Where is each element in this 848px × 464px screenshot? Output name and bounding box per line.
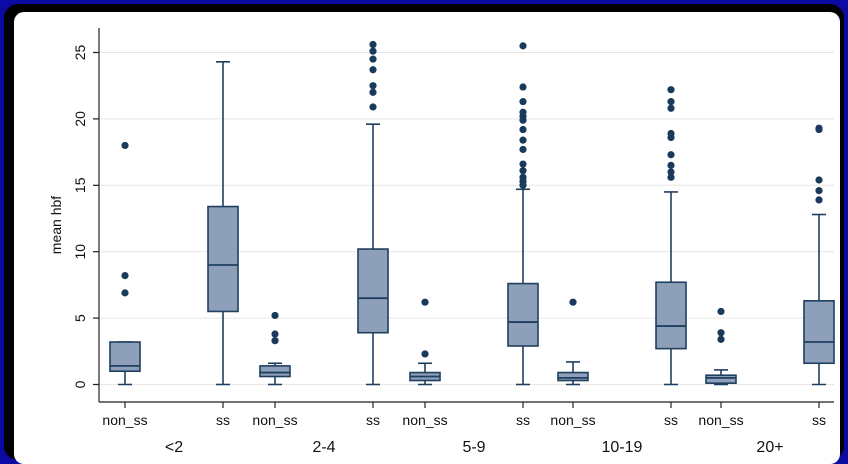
group-label: 10-19 [602,439,643,456]
outlier-point [271,337,279,345]
x-tick-label: non_ss [402,412,447,428]
outlier-point [421,298,429,306]
outlier-point [667,98,675,106]
outlier-point [519,98,527,106]
x-tick-label: ss [812,412,826,428]
outlier-point [121,289,129,297]
outlier-point [815,196,823,204]
outlier-point [667,161,675,169]
x-tick-label: non_ss [698,412,743,428]
outlier-point [519,160,527,168]
outlier-point [369,47,377,55]
outlier-point [717,307,725,316]
outlier-point [667,168,675,176]
outlier-point [569,298,577,306]
box-20+-ss [803,300,835,365]
outlier-point [369,40,377,49]
outlier-point [717,329,725,337]
outlier-point [369,103,377,111]
outlier-point [667,173,675,181]
outlier-point [519,42,527,50]
box-10-19-non_ss [557,371,589,382]
x-tick-label: non_ss [102,412,147,428]
x-tick-label: non_ss [550,412,595,428]
box-plot-chart: mean hbf 0 5 10 15 20 25 non_ss ss <2 non_ss ss 2-4… [48,28,835,456]
box-<2-ss [207,205,239,313]
chart-panel: mean hbf 0 5 10 15 20 25 non_ss ss <2 non_ss ss 2-4… [14,12,840,464]
outlier-point [369,82,377,90]
box-2-4-non_ss [259,365,291,378]
group-label: 5-9 [462,439,485,456]
x-tick-label: ss [516,412,530,428]
y-tick-label: 15 [72,177,88,193]
y-tick-label: 5 [72,314,88,322]
outlier-point [667,104,675,112]
outlier-point [519,136,527,144]
outlier-point [121,141,129,150]
box-20+-non_ss [705,374,737,384]
x-tick-label: ss [664,412,678,428]
outlier-point [667,86,675,94]
outlier-point [667,151,675,159]
outlier-point [519,167,527,175]
x-tick-label: non_ss [252,412,297,428]
x-tick-label: ss [216,412,230,428]
outlier-point [717,335,725,343]
outlier-point [271,311,279,320]
y-axis-label: mean hbf [48,196,64,254]
y-tick-label: 10 [72,244,88,260]
y-tick-label: 20 [72,111,88,127]
x-tick-label: ss [366,412,380,428]
outlier-point [815,176,823,184]
outlier-point [369,88,377,96]
box-2-4-ss [357,248,389,334]
group-label: 2-4 [312,439,335,456]
outlier-point [369,66,377,74]
box-<2-non_ss [109,341,141,373]
outlier-point [519,145,527,154]
outlier-point [519,83,527,91]
outlier-point [519,173,527,181]
outlier-point [421,350,429,358]
outlier-point [667,129,675,138]
outlier-point [369,55,377,63]
outlier-point [815,187,823,195]
y-tick-label: 0 [72,380,88,388]
outlier-point [519,125,527,134]
group-label: 20+ [756,439,783,456]
box-10-19-ss [655,281,687,350]
outlier-point [271,330,279,338]
y-tick-label: 25 [72,45,88,61]
outlier-point [121,272,129,280]
outlier-point [815,124,823,132]
outlier-point [519,108,527,116]
group-label: <2 [165,439,183,456]
slide-frame: mean hbf 0 5 10 15 20 25 non_ss ss <2 non_ss ss 2-4… [4,4,844,464]
box-5-9-ss [507,282,539,347]
